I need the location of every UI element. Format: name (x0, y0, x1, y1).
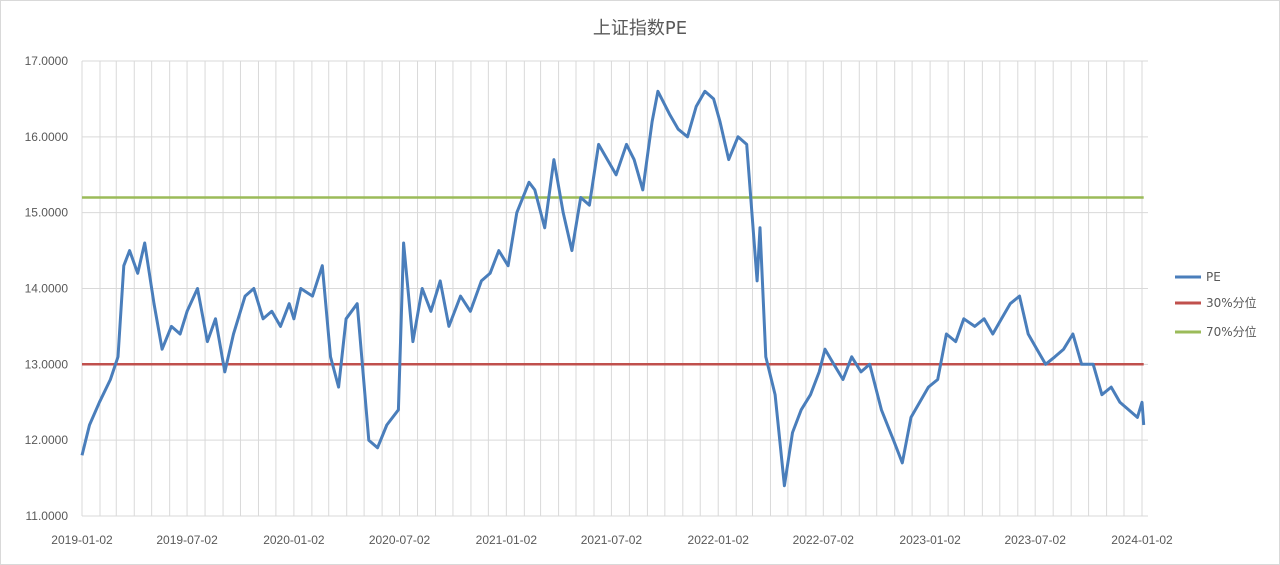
grid-layer (81, 60, 1148, 517)
x-tick-label: 2021-07-02 (581, 533, 643, 547)
x-tick-label: 2022-01-02 (688, 533, 750, 547)
x-tick-label: 2024-01-02 (1111, 533, 1173, 547)
legend: PE 30%分位 70%分位 (1175, 270, 1257, 339)
y-tick-label: 11.0000 (26, 509, 69, 523)
series-line-0 (80, 89, 1146, 488)
x-tick-label: 2019-07-02 (156, 533, 218, 547)
y-tick-label: 12.0000 (25, 433, 69, 447)
legend-label: 70%分位 (1206, 324, 1257, 339)
y-tick-label: 16.0000 (25, 130, 69, 144)
x-tick-label: 2019-01-02 (51, 533, 113, 547)
axis-layer: 11.0000 12.0000 13.0000 14.0000 15.0000 16.00… (25, 54, 1173, 547)
legend-label: PE (1206, 270, 1221, 284)
x-tick-label: 2021-01-02 (476, 533, 538, 547)
y-tick-label: 13.0000 (25, 357, 69, 371)
x-tick-label: 2022-07-02 (793, 533, 855, 547)
chart-title: 上证指数PE (592, 18, 688, 39)
legend-label: 30%分位 (1206, 295, 1257, 310)
y-tick-label: 14.0000 (25, 282, 69, 296)
x-tick-label: 2020-07-02 (369, 533, 431, 547)
y-tick-label: 15.0000 (25, 206, 69, 220)
x-tick-label: 2023-01-02 (899, 533, 961, 547)
y-tick-label: 17.0000 (25, 54, 69, 68)
series-layer (80, 89, 1146, 488)
x-tick-label: 2023-07-02 (1004, 533, 1066, 547)
x-tick-label: 2020-01-02 (263, 533, 325, 547)
